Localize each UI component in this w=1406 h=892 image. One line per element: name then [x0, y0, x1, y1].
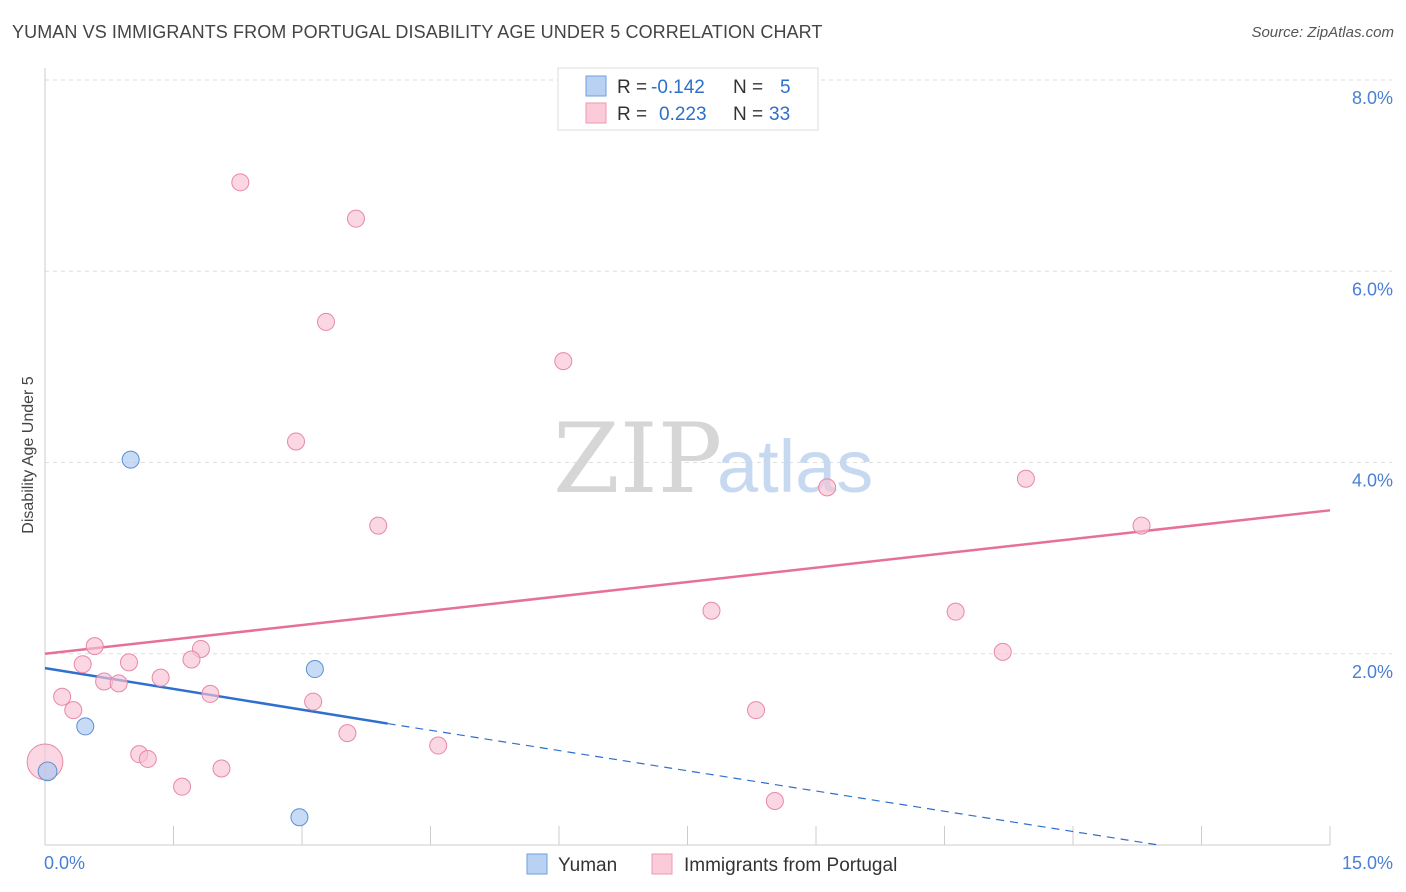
chart-title: YUMAN VS IMMIGRANTS FROM PORTUGAL DISABI… [12, 22, 823, 42]
point-portugal-3 [554, 352, 573, 371]
point-portugal-0 [231, 173, 250, 192]
x-tick-label-1: 15.0% [1342, 853, 1393, 873]
point-portugal-2 [316, 312, 335, 331]
bottom-legend-swatch-yuman [526, 853, 548, 875]
point-portugal-28 [138, 749, 157, 768]
point-portugal-21 [201, 684, 220, 703]
legend-swatch-yuman [585, 75, 607, 97]
legend-r-label-2: R = [617, 104, 647, 125]
point-portugal-15 [119, 653, 138, 672]
legend-r-value-2: 0.223 [659, 104, 707, 125]
point-portugal-17 [151, 668, 170, 687]
x-tick-label-0: 0.0% [44, 853, 85, 873]
point-portugal-10 [946, 602, 965, 621]
source-label: Source: ZipAtlas.com [1251, 24, 1394, 41]
axes [44, 68, 1331, 846]
watermark-atlas-text: atlas [717, 425, 873, 508]
point-yuman-2 [76, 717, 95, 736]
data-points [26, 173, 1151, 827]
legend-swatch-portugal [585, 102, 607, 124]
point-portugal-31 [765, 792, 784, 811]
legend-n-value-2: 33 [769, 104, 790, 125]
tick-labels: 2.0% 4.0% 6.0% 8.0% 0.0% 15.0% [44, 88, 1393, 873]
legend-n-value-1: 5 [780, 77, 791, 98]
point-portugal-7 [369, 516, 388, 535]
point-portugal-16 [182, 650, 201, 669]
y-tick-label-0: 2.0% [1352, 662, 1393, 682]
point-portugal-1 [346, 209, 365, 228]
point-yuman-1 [305, 660, 324, 679]
legend-r-label-1: R = [617, 77, 647, 98]
point-portugal-8 [1132, 516, 1151, 535]
point-portugal-6 [818, 478, 837, 497]
point-portugal-30 [173, 777, 192, 796]
point-portugal-25 [338, 724, 357, 743]
point-yuman-3 [37, 761, 58, 782]
point-portugal-9 [702, 601, 721, 620]
y-axis-label: Disability Age Under 5 [20, 376, 37, 534]
point-portugal-26 [429, 736, 448, 755]
series-legend: Yuman Immigrants from Portugal [526, 853, 897, 876]
bottom-legend-label-portugal: Immigrants from Portugal [684, 855, 897, 876]
point-portugal-19 [109, 674, 128, 693]
point-portugal-4 [287, 432, 306, 451]
watermark-zip-text: ZIP [553, 403, 722, 515]
watermark: ZIP atlas [553, 403, 873, 515]
point-portugal-14 [73, 655, 92, 674]
y-tick-label-1: 4.0% [1352, 471, 1393, 491]
point-yuman-4 [290, 808, 309, 827]
point-portugal-11 [993, 642, 1012, 661]
point-portugal-12 [85, 637, 104, 656]
point-portugal-29 [212, 759, 231, 778]
trend-lines [44, 509, 1331, 846]
y-tick-label-3: 8.0% [1352, 88, 1393, 108]
point-yuman-0 [121, 450, 140, 469]
legend-n-label-1: N = [733, 77, 763, 98]
y-tick-label-2: 6.0% [1352, 279, 1393, 299]
point-portugal-20 [53, 687, 72, 706]
legend-r-value-1: -0.142 [651, 77, 705, 98]
bottom-legend-swatch-portugal [651, 853, 673, 875]
trend-line-extension-0 [387, 722, 1159, 846]
point-portugal-5 [1016, 469, 1035, 488]
point-portugal-23 [64, 701, 83, 720]
correlation-legend: R = -0.142 N = 5 R = 0.223 N = 33 [557, 67, 819, 131]
point-portugal-22 [304, 692, 323, 711]
bottom-legend-label-yuman: Yuman [558, 855, 617, 876]
gridlines [45, 79, 1392, 655]
trend-line-1 [44, 509, 1331, 655]
legend-n-label-2: N = [733, 104, 763, 125]
point-portugal-24 [747, 701, 766, 720]
